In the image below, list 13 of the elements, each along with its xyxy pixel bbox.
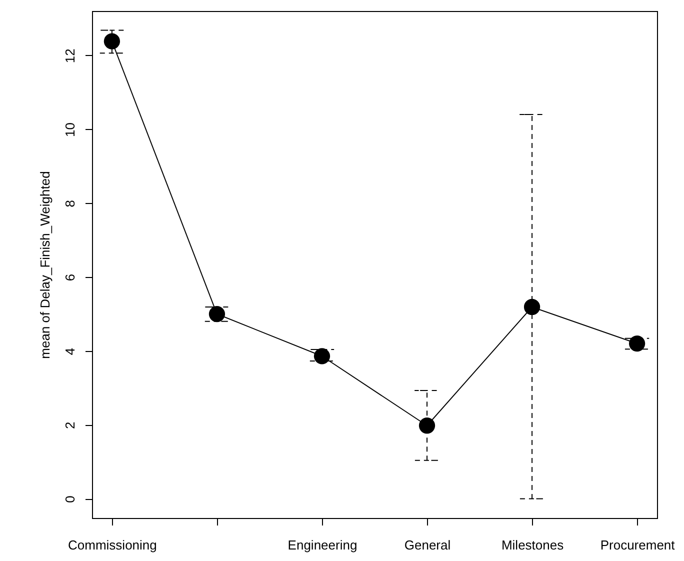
y-tick-label: 10 [62,122,78,137]
y-axis-title: mean of Delay_Finish_Weighted [38,171,52,359]
x-tick-label: Procurement [600,538,676,552]
y-tick-label: 6 [62,274,78,282]
x-tick-label: Milestones [501,538,564,552]
y-tick-label: 0 [62,496,78,503]
x-tick-label: Commissioning [68,538,157,552]
x-tick-label: Engineering [288,538,358,552]
y-tick-label: 8 [62,200,78,208]
y-tick-label: 2 [62,422,78,429]
x-tick-label: General [404,538,451,552]
y-tick-label: 12 [62,48,78,64]
y-tick-label: 4 [62,348,78,356]
